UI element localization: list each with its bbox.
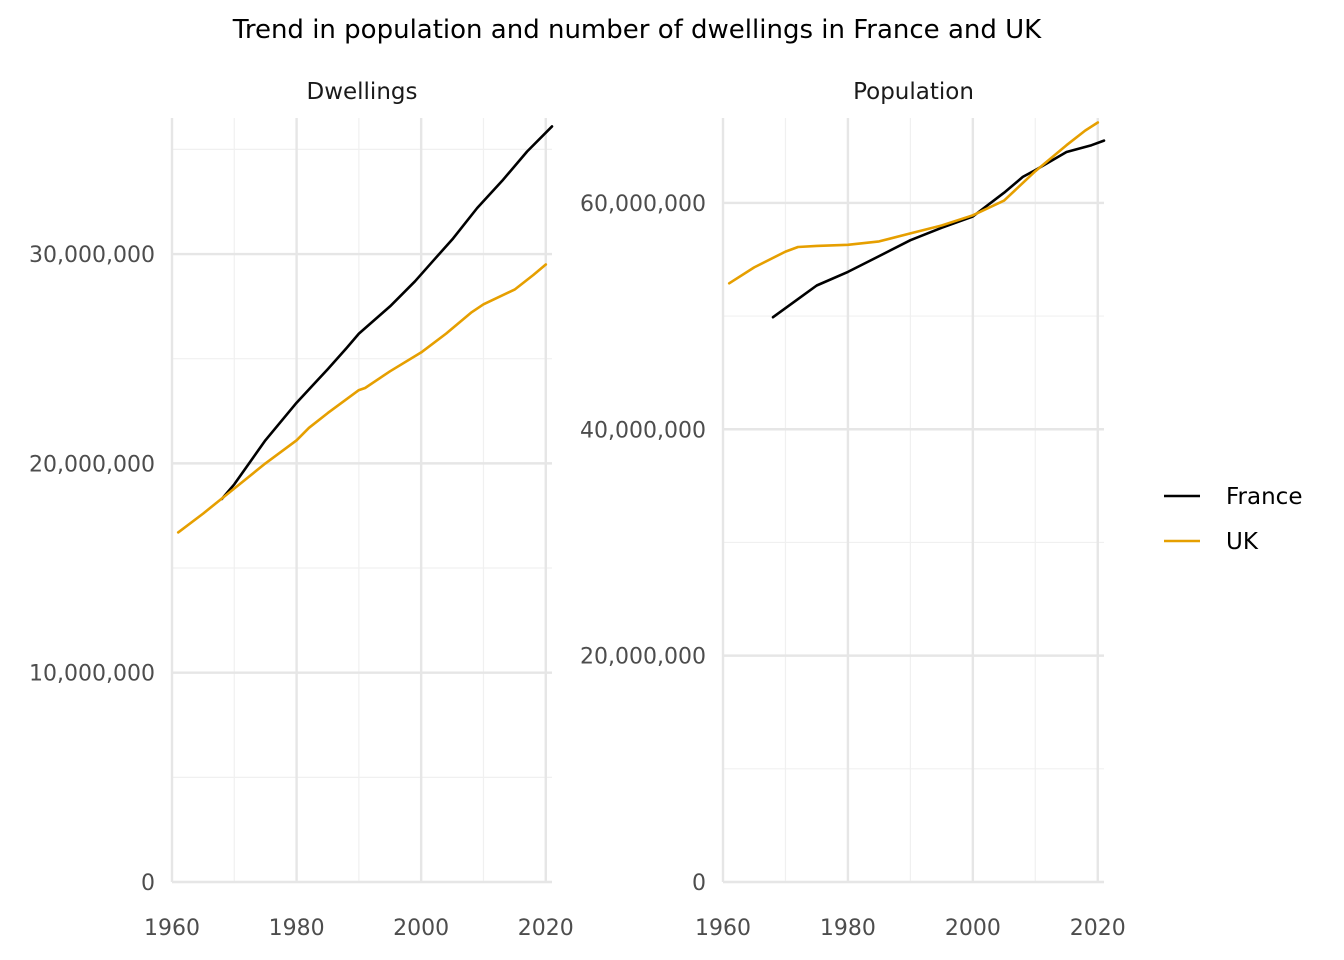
y-tick-label: 10,000,000: [29, 662, 155, 687]
series-line-uk: [727, 121, 1100, 285]
series-line-france: [771, 139, 1106, 319]
series-line-uk: [176, 263, 548, 534]
y-tick-label: 30,000,000: [29, 243, 155, 268]
x-tick-label: 1980: [269, 916, 325, 941]
x-tick-label: 2000: [393, 916, 449, 941]
x-tick-label: 1980: [820, 916, 876, 941]
y-tick-label: 0: [141, 871, 155, 896]
legend-label: France: [1226, 484, 1302, 510]
chart-title: Trend in population and number of dwelli…: [232, 15, 1042, 45]
legend-item-uk: UK: [1164, 529, 1259, 555]
legend-item-france: France: [1164, 484, 1302, 510]
legend-label: UK: [1226, 529, 1259, 555]
y-tick-label: 40,000,000: [580, 418, 706, 443]
x-tick-label: 2020: [518, 916, 574, 941]
legend: France UK: [1164, 484, 1302, 555]
y-tick-label: 0: [692, 871, 706, 896]
facet-title: Population: [853, 79, 974, 105]
panel-population: 1960 1980 2000 2020 0 20,000,000 40,000,000 60,…: [580, 79, 1126, 941]
x-tick-label: 2020: [1070, 916, 1126, 941]
panel-dwellings: 1960 1980 2000 2020 0 10,000,000 20,000,000 30,…: [29, 79, 574, 941]
y-tick-label: 20,000,000: [580, 645, 706, 670]
series-line-france: [220, 125, 554, 501]
x-tick-label: 2000: [945, 916, 1001, 941]
facet-title: Dwellings: [306, 79, 417, 105]
y-tick-label: 60,000,000: [580, 192, 706, 217]
x-tick-label: 1960: [695, 916, 751, 941]
facet-panels: 1960 1980 2000 2020 0 10,000,000 20,000,000 30,…: [29, 79, 1126, 941]
y-tick-label: 20,000,000: [29, 452, 155, 477]
x-tick-label: 1960: [144, 916, 200, 941]
